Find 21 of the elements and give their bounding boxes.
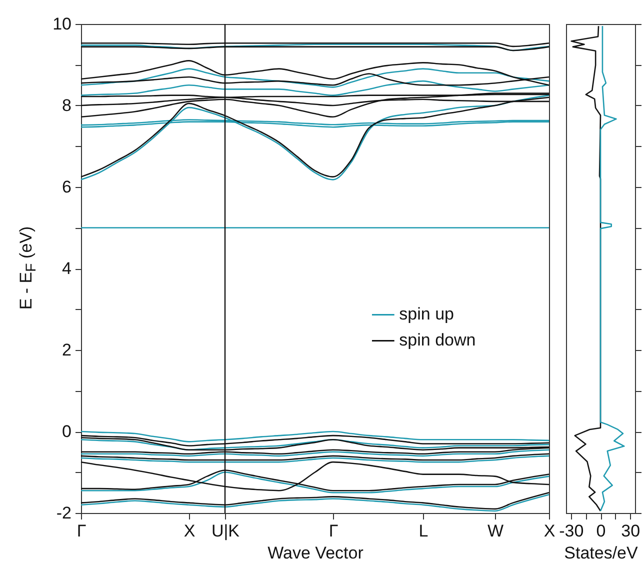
x-tick-label: 0 [596,522,606,540]
y-tick-label: -2 [56,504,72,522]
y-tick-label: 4 [62,259,72,278]
x-tick-label: -30 [559,522,584,540]
x-tick-label: U|K [211,522,240,540]
x-tick-label: Γ [328,522,338,540]
legend-label: spin up [399,304,454,324]
x-axis-title: Wave Vector [268,544,364,562]
x-tick-label: 30 [621,522,640,540]
x-axis-title: States/eV [564,544,639,562]
x-tick-label: W [487,522,504,540]
y-tick-label: 6 [62,178,72,196]
x-tick-label: X [184,522,196,540]
x-tick-label: Γ [76,522,86,540]
y-tick-label: 10 [52,14,72,34]
x-tick-label: L [418,522,428,540]
y-tick-label: 0 [62,422,72,441]
x-tick-label: X [544,522,556,540]
y-tick-label: 8 [62,96,72,115]
legend-label: spin down [399,330,476,350]
y-tick-label: 2 [62,340,72,360]
